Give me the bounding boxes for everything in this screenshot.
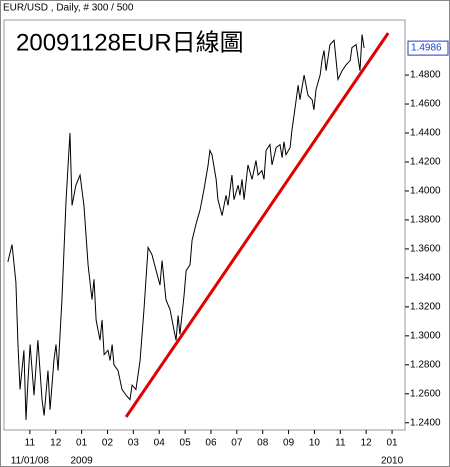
y-tick-label: 1.4400 (410, 128, 441, 139)
x-period-label: 2010 (381, 456, 404, 467)
x-tick-label: 09 (283, 438, 295, 449)
x-tick-label: 07 (231, 438, 243, 449)
y-tick-label: 1.4800 (410, 70, 441, 81)
x-tick-label: 11 (335, 438, 346, 449)
trend-line (124, 32, 390, 418)
x-tick-label: 12 (50, 438, 62, 449)
chart-title: EUR/USD , Daily, # 300 / 500 (3, 3, 134, 14)
x-tick-label: 01 (387, 438, 399, 449)
chart-subtitle: 20091128EUR日線圖 (16, 29, 244, 56)
x-period-label: 2009 (70, 456, 93, 467)
y-tick-label: 1.2800 (410, 359, 441, 370)
x-tick-label: 03 (128, 438, 140, 449)
current-price-box (407, 40, 449, 56)
x-period-label: 11/01/08 (11, 456, 50, 467)
y-tick-label: 1.3000 (410, 330, 441, 341)
price-line (7, 34, 365, 420)
x-tick-label: 11 (25, 438, 36, 449)
x-tick-label: 01 (76, 438, 88, 449)
x-tick-label: 12 (361, 438, 373, 449)
y-tick-label: 1.2600 (410, 388, 441, 399)
y-tick-label: 1.3600 (410, 244, 441, 255)
y-tick-label: 1.3800 (410, 215, 441, 226)
x-tick-label: 10 (309, 438, 321, 449)
x-tick-label: 06 (205, 438, 217, 449)
plot-area (3, 19, 406, 431)
x-tick-label: 04 (154, 438, 166, 449)
y-tick-label: 1.2400 (410, 417, 441, 428)
current-price-label: 1.4986 (411, 43, 442, 54)
y-tick-label: 1.3400 (410, 273, 441, 284)
y-tick-label: 1.4200 (410, 157, 441, 168)
y-tick-label: 1.3200 (410, 301, 441, 312)
x-tick-label: 05 (180, 438, 192, 449)
x-tick-label: 02 (102, 438, 114, 449)
y-tick-label: 1.4000 (410, 186, 441, 197)
x-tick-label: 08 (257, 438, 269, 449)
y-tick-label: 1.4600 (410, 99, 441, 110)
